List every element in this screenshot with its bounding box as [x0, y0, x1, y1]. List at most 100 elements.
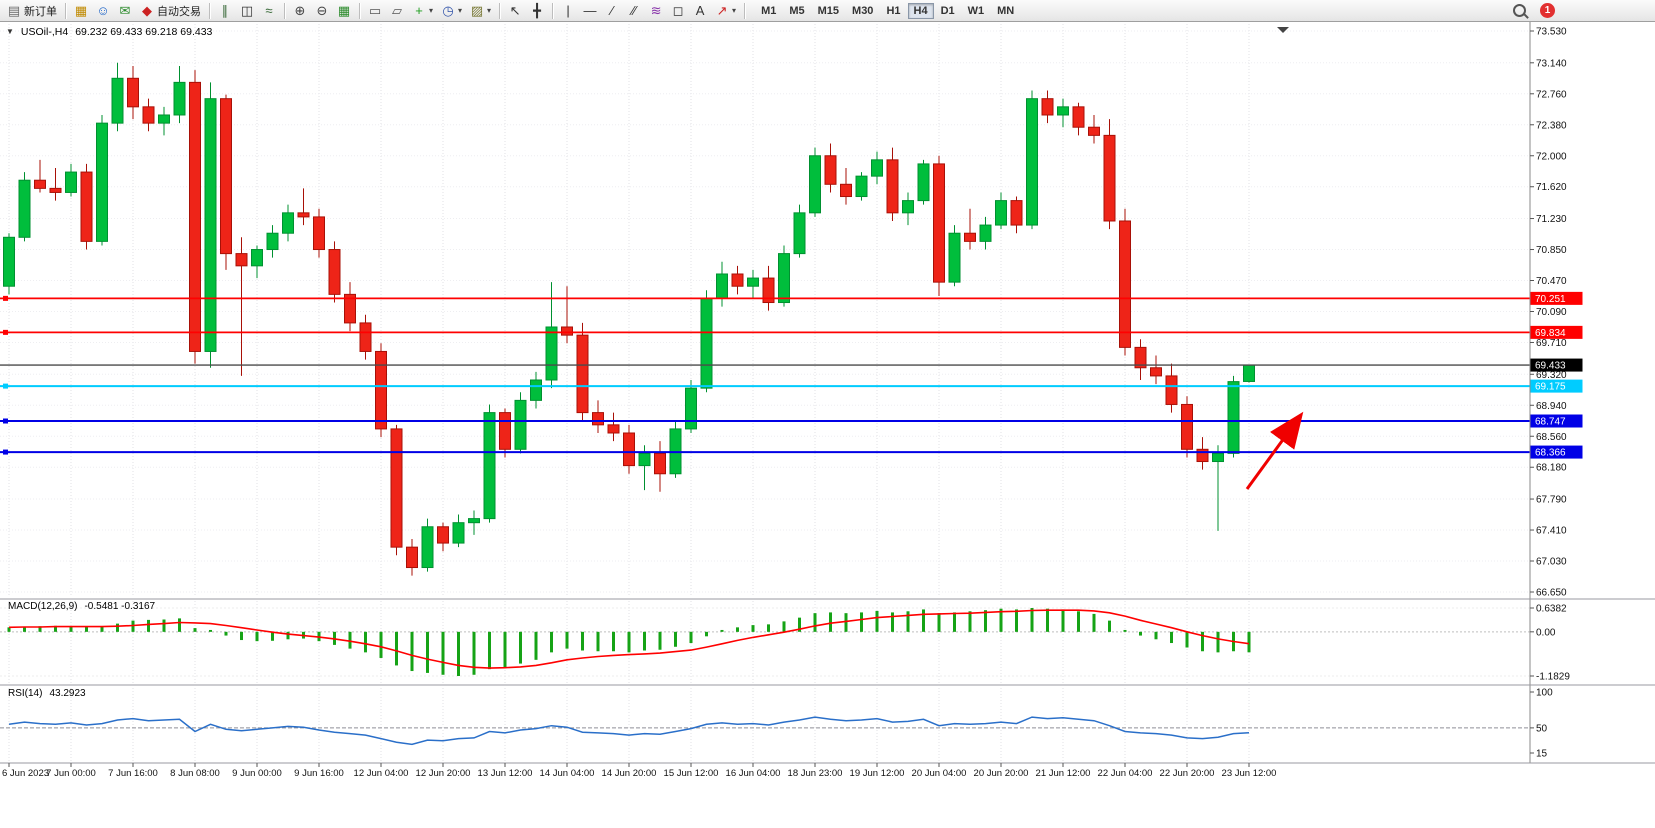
- timeframe-mn-button[interactable]: MN: [991, 3, 1020, 19]
- search-icon[interactable]: [1513, 4, 1526, 17]
- svg-text:69.834: 69.834: [1535, 328, 1566, 339]
- zoom-in-button[interactable]: ⊕: [289, 1, 311, 21]
- line-anchor[interactable]: [3, 449, 8, 455]
- candle: [49, 187, 62, 193]
- candle: [964, 232, 976, 242]
- candle: [65, 171, 77, 193]
- timeframe-d1-button[interactable]: D1: [935, 3, 961, 19]
- candle: [1134, 346, 1147, 369]
- data-window-icon: ▦: [74, 3, 88, 18]
- indicators-button[interactable]: + ▾: [408, 1, 437, 21]
- candle: [297, 212, 310, 218]
- zoom-in-icon: ⊕: [294, 3, 306, 18]
- svg-text:71.620: 71.620: [1536, 182, 1567, 193]
- macd-axis: 0.6382 0.00 -1.1829: [1530, 604, 1570, 682]
- bar-chart-button[interactable]: ∥: [214, 1, 236, 21]
- candle: [809, 155, 821, 214]
- candle: [1119, 220, 1131, 348]
- svg-text:73.140: 73.140: [1536, 58, 1567, 69]
- svg-text:70.850: 70.850: [1536, 245, 1567, 256]
- candlestick-chart-button[interactable]: ◫: [236, 1, 258, 21]
- arrange-windows-button[interactable]: ▱: [386, 1, 408, 21]
- timeframe-m15-button[interactable]: M15: [812, 3, 845, 19]
- candle: [483, 412, 496, 520]
- crosshair-icon: ╋: [533, 3, 541, 18]
- templates-button[interactable]: ▨ ▾: [466, 1, 495, 21]
- chevron-down-icon: ▾: [732, 6, 737, 15]
- line-anchor[interactable]: [3, 329, 8, 335]
- toolbar-separator: [65, 2, 66, 19]
- candle: [437, 526, 449, 544]
- cascade-windows-button[interactable]: ▭: [364, 1, 386, 21]
- zoom-out-button[interactable]: ⊖: [311, 1, 333, 21]
- vertical-line-button[interactable]: |: [557, 1, 579, 21]
- periods-button[interactable]: ◷ ▾: [437, 1, 466, 21]
- auto-trading-button[interactable]: ◆ 自动交易: [136, 1, 205, 21]
- svg-text:68.940: 68.940: [1536, 401, 1567, 412]
- chart-canvas[interactable]: 73.530 73.140 72.760 72.380 72.000 71.620 71.2…: [0, 22, 1655, 828]
- trend-arrow[interactable]: [1245, 411, 1304, 490]
- horizontal-line-button[interactable]: —: [579, 1, 601, 21]
- macd-panel: [0, 607, 1530, 677]
- candle: [576, 334, 589, 414]
- svg-text:23 Jun 12:00: 23 Jun 12:00: [1222, 768, 1277, 779]
- line-anchor[interactable]: [3, 418, 8, 424]
- fibonacci-button[interactable]: ≋: [645, 1, 667, 21]
- svg-text:8 Jun 08:00: 8 Jun 08:00: [170, 768, 220, 779]
- tile-windows-icon: ▦: [337, 3, 351, 18]
- chevron-down-icon: ▾: [429, 6, 434, 15]
- svg-text:7 Jun 16:00: 7 Jun 16:00: [108, 768, 158, 779]
- text-button[interactable]: A: [689, 1, 711, 21]
- periods-icon: ◷: [442, 3, 454, 18]
- candle: [731, 273, 744, 287]
- navigator-button[interactable]: ☺: [92, 1, 114, 21]
- auto-trading-label: 自动交易: [157, 5, 201, 18]
- candle: [638, 452, 651, 467]
- svg-text:-1.1829: -1.1829: [1536, 671, 1570, 682]
- terminal-button[interactable]: ✉: [114, 1, 136, 21]
- line-anchor[interactable]: [3, 295, 8, 301]
- arrows-button[interactable]: ↗ ▾: [711, 1, 740, 21]
- candle: [654, 452, 666, 475]
- equidistant-channel-button[interactable]: ∕∕: [623, 1, 645, 21]
- fibonacci-icon: ≋: [650, 3, 662, 18]
- price-tag-69.175: 69.175: [1530, 379, 1583, 393]
- cursor-button[interactable]: ↖: [504, 1, 526, 21]
- shapes-button[interactable]: ◻: [667, 1, 689, 21]
- new-order-button[interactable]: ▤ 新订单: [3, 1, 61, 21]
- timeframe-w1-button[interactable]: W1: [962, 3, 991, 19]
- candle: [933, 163, 945, 283]
- timeframe-m1-button[interactable]: M1: [755, 3, 782, 19]
- candle: [1181, 403, 1193, 450]
- candle: [452, 522, 465, 544]
- timeframe-h4-button[interactable]: H4: [907, 2, 934, 19]
- data-window-button[interactable]: ▦: [70, 1, 92, 21]
- timeframe-h1-button[interactable]: H1: [880, 3, 906, 19]
- candle: [235, 253, 248, 267]
- timeframe-m30-button[interactable]: M30: [846, 3, 879, 19]
- candle: [1150, 367, 1162, 377]
- timeframe-m5-button[interactable]: M5: [783, 3, 810, 19]
- crosshair-button[interactable]: ╋: [526, 1, 548, 21]
- notification-badge[interactable]: 1: [1540, 3, 1555, 18]
- svg-text:67.410: 67.410: [1536, 526, 1567, 537]
- line-chart-button[interactable]: ≈: [258, 1, 280, 21]
- bar-chart-icon: ∥: [221, 3, 229, 18]
- tile-windows-button[interactable]: ▦: [333, 1, 355, 21]
- svg-text:14 Jun 04:00: 14 Jun 04:00: [540, 768, 595, 779]
- candle: [1227, 381, 1240, 454]
- svg-text:15: 15: [1536, 748, 1548, 759]
- chart-window: 73.530 73.140 72.760 72.380 72.000 71.620 71.2…: [0, 22, 1655, 828]
- chart-shift-marker[interactable]: [1277, 27, 1289, 33]
- svg-text:68.747: 68.747: [1535, 417, 1566, 428]
- cursor-icon: ↖: [509, 3, 521, 18]
- candle: [313, 216, 325, 251]
- svg-text:12 Jun 20:00: 12 Jun 20:00: [416, 768, 471, 779]
- toolbar-separator: [284, 2, 285, 19]
- candle: [406, 546, 418, 569]
- candle: [1196, 448, 1209, 463]
- trendline-button[interactable]: ∕: [601, 1, 623, 21]
- price-tag-69.834: 69.834: [1530, 325, 1583, 339]
- svg-text:68.560: 68.560: [1536, 432, 1567, 443]
- line-anchor[interactable]: [3, 383, 8, 389]
